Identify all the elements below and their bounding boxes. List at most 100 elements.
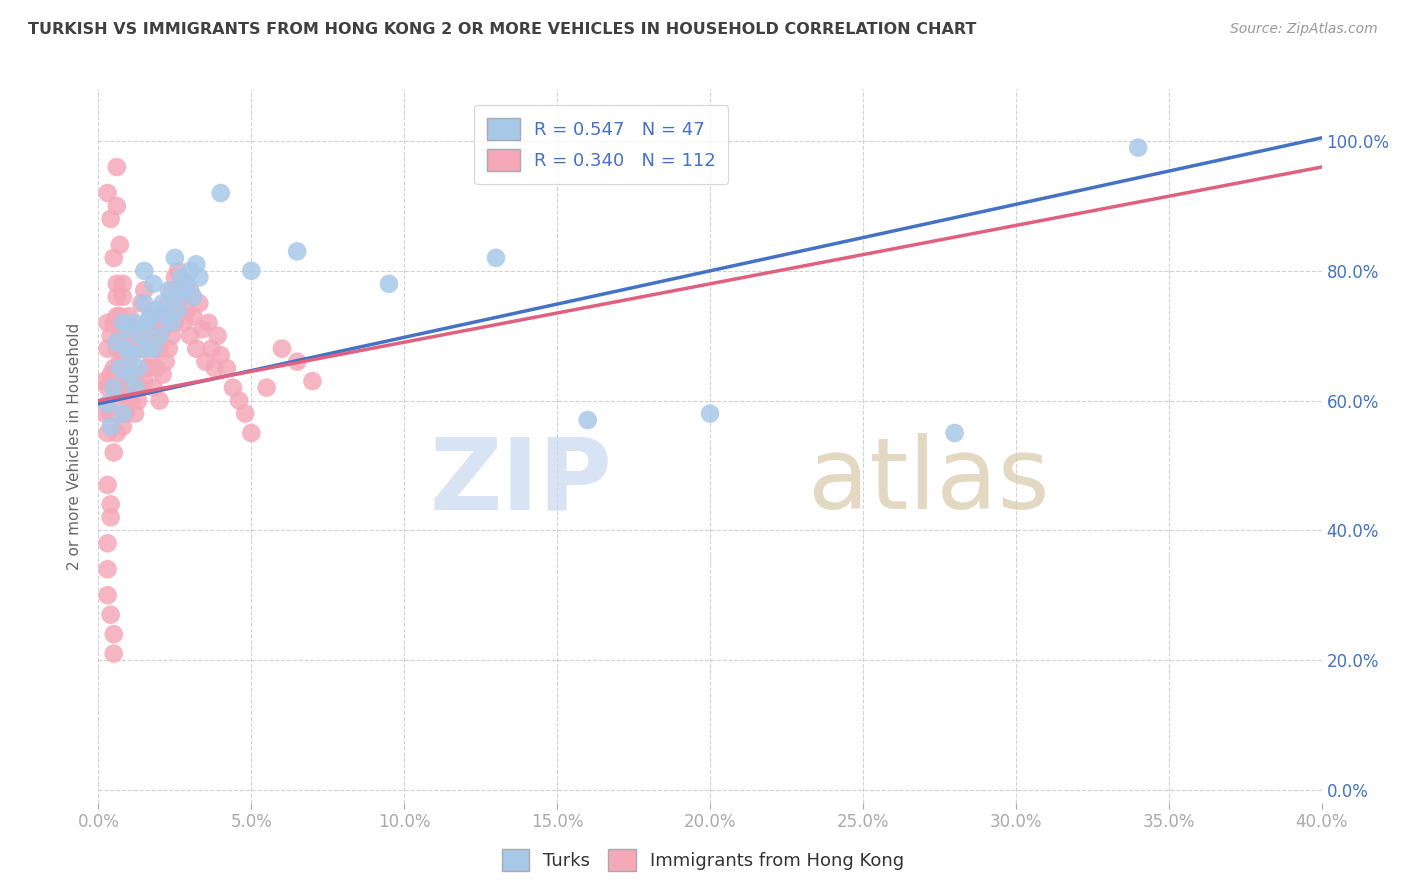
Point [179,328,201,343]
Point [167,302,190,317]
Point [97,397,120,411]
Point [134,342,156,356]
Point [121,381,143,395]
Point [1128,140,1150,154]
Point [121,335,143,350]
Point [163,251,186,265]
Point [145,361,167,376]
Point [152,322,174,336]
Point [179,283,201,297]
Point [108,328,131,343]
Point [149,328,172,343]
Point [176,277,198,291]
Point [103,316,125,330]
Point [97,381,120,395]
Point [111,328,134,343]
Point [105,342,128,356]
Point [167,302,190,317]
Point [301,374,323,388]
Point [93,374,115,388]
Point [228,393,250,408]
Point [256,381,278,395]
Point [97,562,120,576]
Point [111,407,134,421]
Point [108,393,131,408]
Point [111,328,134,343]
Text: TURKISH VS IMMIGRANTS FROM HONG KONG 2 OR MORE VEHICLES IN HOUSEHOLD CORRELATION: TURKISH VS IMMIGRANTS FROM HONG KONG 2 O… [28,22,977,37]
Point [124,322,146,336]
Point [100,211,122,226]
Point [200,342,222,356]
Point [240,264,263,278]
Point [160,283,183,297]
Point [157,296,180,310]
Point [134,283,156,297]
Point [167,264,190,278]
Point [139,348,162,362]
Point [129,328,152,343]
Point [194,354,217,368]
Point [111,290,134,304]
Point [105,199,128,213]
Legend: Turks, Immigrants from Hong Kong: Turks, Immigrants from Hong Kong [495,842,911,879]
Point [285,354,308,368]
Point [188,296,211,310]
Point [103,627,125,641]
Point [100,328,122,343]
Point [173,283,195,297]
Point [240,425,263,440]
Point [157,342,180,356]
Point [111,419,134,434]
Point [118,348,141,362]
Point [142,277,165,291]
Point [152,368,174,382]
Point [215,361,238,376]
Point [115,361,138,376]
Point [105,277,128,291]
Point [152,296,174,310]
Point [157,283,180,297]
Point [160,328,183,343]
Point [127,393,149,408]
Point [118,393,141,408]
Point [97,316,120,330]
Point [93,407,115,421]
Point [100,607,122,622]
Point [181,290,204,304]
Point [97,536,120,550]
Point [149,393,172,408]
Point [576,413,599,427]
Point [207,328,229,343]
Text: Source: ZipAtlas.com: Source: ZipAtlas.com [1230,22,1378,37]
Point [124,368,146,382]
Point [173,316,195,330]
Point [115,342,138,356]
Point [121,393,143,408]
Point [139,310,162,324]
Point [142,381,165,395]
Point [163,290,186,304]
Point [222,381,245,395]
Point [163,316,186,330]
Point [134,296,156,310]
Point [108,361,131,376]
Point [105,290,128,304]
Point [204,361,226,376]
Text: ZIP: ZIP [429,434,612,530]
Point [136,361,159,376]
Point [118,361,141,376]
Point [115,361,138,376]
Point [209,186,232,200]
Point [127,342,149,356]
Point [105,335,128,350]
Point [124,407,146,421]
Point [97,478,120,492]
Point [118,310,141,324]
Point [115,342,138,356]
Point [134,374,156,388]
Point [108,238,131,252]
Point [115,407,138,421]
Point [100,419,122,434]
Point [149,342,172,356]
Legend: R = 0.547   N = 47, R = 0.340   N = 112: R = 0.547 N = 47, R = 0.340 N = 112 [474,105,728,184]
